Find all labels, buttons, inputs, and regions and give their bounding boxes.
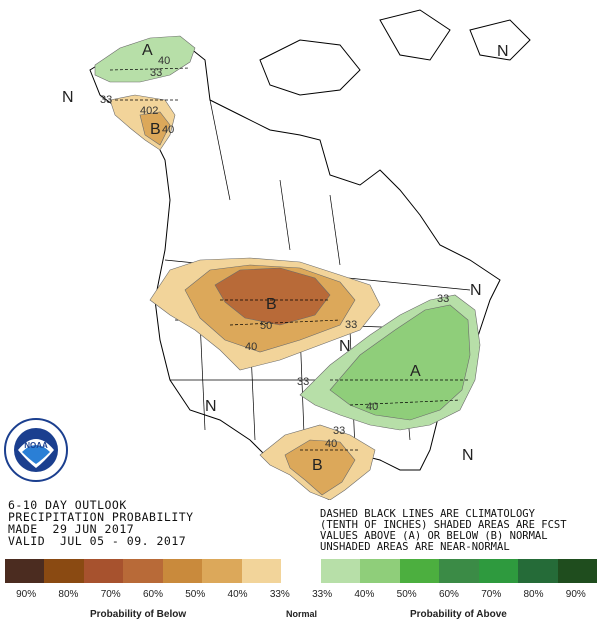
svg-text:NOAA: NOAA xyxy=(24,441,48,450)
contour-label: 33 xyxy=(437,293,449,305)
east-normal-letter: N xyxy=(497,43,509,60)
legend-above-label: Probability of Above xyxy=(410,609,507,620)
contour-label: 33 xyxy=(333,425,345,437)
legend-tick: 70% xyxy=(481,589,502,600)
legend-swatch xyxy=(202,559,242,583)
contour-label: 33 xyxy=(100,94,112,106)
header-line4: VALID JUL 05 - 09. 2017 xyxy=(8,534,187,548)
legend-color-bar xyxy=(5,559,598,583)
header-line3: MADE 29 JUN 2017 xyxy=(8,522,135,536)
legend-tick: 33% xyxy=(312,589,333,600)
legend-tick: 90% xyxy=(565,589,586,600)
legend-swatch xyxy=(439,559,479,583)
legend-below-label: Probability of Below xyxy=(90,609,187,620)
legend-tick: 70% xyxy=(100,589,121,600)
note-line3: VALUES ABOVE (A) OR BELOW (B) NORMAL xyxy=(320,530,548,542)
legend-tick: 40% xyxy=(227,589,248,600)
legend-tick: 80% xyxy=(58,589,79,600)
contour-label: 40 xyxy=(158,55,170,67)
texas-below-40 xyxy=(284,439,356,496)
legend-ticks: 90% 80% 70% 60% 50% 40% 33% 33% 40% 50% 60% 70% 80% 9… xyxy=(5,589,597,600)
map-note: DASHED BLACK LINES ARE CLIMATOLOGY (TENTH… xyxy=(320,509,567,553)
contour-label: 40 xyxy=(162,124,174,136)
legend-swatch xyxy=(360,559,400,583)
florida-normal-letter: N xyxy=(462,447,474,464)
contour-label: 402 xyxy=(140,105,158,117)
alaska-below-40 xyxy=(139,111,171,146)
landmass xyxy=(89,9,531,500)
contour-label: 40 xyxy=(325,438,337,450)
outlook-map: A N B B N N A N N B N 40 33 33 402 40 50… xyxy=(62,9,531,500)
alaska-below-letter: B xyxy=(150,121,161,138)
note-line2: (TENTH OF INCHES) SHADED AREAS ARE FCST xyxy=(320,519,567,531)
contour-label: 33 xyxy=(150,67,162,79)
contour-label: 40 xyxy=(366,401,378,413)
legend-swatch xyxy=(399,559,440,583)
legend-tick: 90% xyxy=(16,589,37,600)
legend-tick: 40% xyxy=(354,589,375,600)
contour-label: 50 xyxy=(260,320,272,332)
note-line4: UNSHADED AREAS ARE NEAR-NORMAL xyxy=(320,541,510,553)
legend-swatch xyxy=(518,559,558,583)
legend-swatch xyxy=(320,559,361,583)
legend-tick: 60% xyxy=(438,589,459,600)
plains-below-letter: B xyxy=(266,296,277,313)
east-above-letter: A xyxy=(410,363,421,380)
legend-swatch xyxy=(83,559,124,583)
legend-tick: 60% xyxy=(142,589,163,600)
legend-normal-label: Normal xyxy=(286,609,318,619)
header-line1: 6-10 DAY OUTLOOK xyxy=(8,498,127,512)
east-above-40 xyxy=(329,304,471,421)
climatology-lines xyxy=(109,67,470,451)
legend-tick: 50% xyxy=(396,589,417,600)
shaded-areas xyxy=(94,35,481,500)
legend-swatch xyxy=(241,559,282,583)
legend-swatch xyxy=(44,559,84,583)
alaska-above-area xyxy=(94,35,196,83)
alaska-above-letter: A xyxy=(142,42,153,59)
noaa-logo: NOAA xyxy=(4,418,68,482)
legend-swatch xyxy=(478,559,519,583)
legend-tick: 33% xyxy=(269,589,290,600)
alaska-normal-letter: N xyxy=(62,89,74,106)
legend-swatch xyxy=(557,559,598,583)
texas-below-letter: B xyxy=(312,457,323,474)
outlook-header: 6-10 DAY OUTLOOK PRECIPITATION PROBABILIT… xyxy=(8,499,194,547)
legend-swatch xyxy=(162,559,203,583)
header-line2: PRECIPITATION PROBABILITY xyxy=(8,510,194,524)
central-normal-letter: N xyxy=(339,338,351,355)
legend-swatch xyxy=(123,559,163,583)
contour-label: 40 xyxy=(245,341,257,353)
legend-swatch xyxy=(281,559,321,583)
legend-tick: 50% xyxy=(185,589,206,600)
note-line1: DASHED BLACK LINES ARE CLIMATOLOGY xyxy=(320,508,535,520)
legend-tick: 80% xyxy=(523,589,544,600)
plains-below-50 xyxy=(214,267,331,326)
legend-swatch xyxy=(5,559,45,583)
northeast-normal-letter: N xyxy=(470,282,482,299)
contour-label: 33 xyxy=(297,376,309,388)
contour-label: 33 xyxy=(345,319,357,331)
west-normal-letter: N xyxy=(205,398,217,415)
